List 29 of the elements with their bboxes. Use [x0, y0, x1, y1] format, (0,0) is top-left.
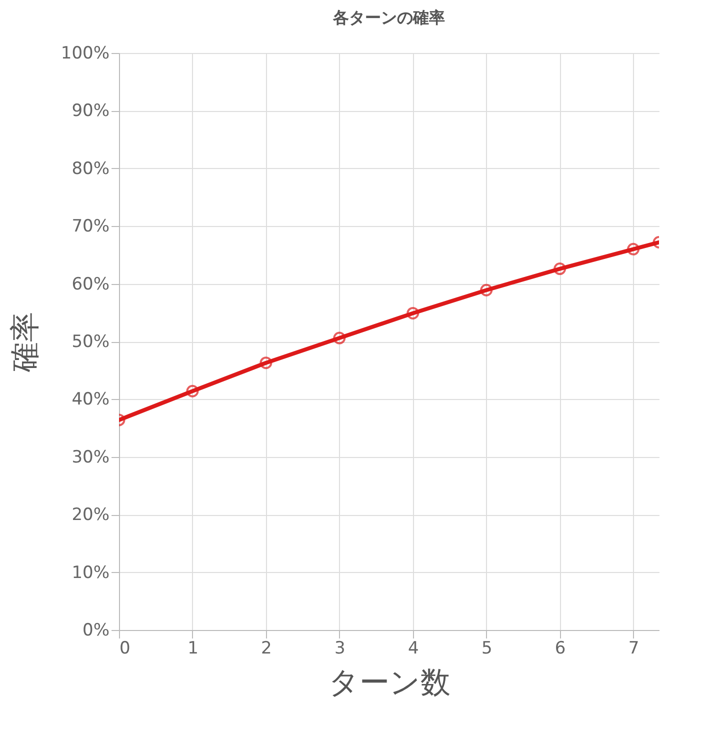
y-tick-label: 60%: [72, 274, 110, 294]
y-tick-label: 100%: [60, 44, 110, 64]
point: [406, 306, 420, 320]
point: [186, 384, 199, 398]
point: [554, 262, 566, 276]
point: [627, 242, 640, 256]
y-tick-label: 20%: [72, 505, 110, 526]
y-axis-title: 確率: [8, 312, 43, 373]
x-tick-label: 7: [628, 638, 640, 658]
point: [480, 284, 493, 296]
point: [333, 332, 346, 344]
y-tick-label: 80%: [72, 158, 110, 179]
x-tick-label: 0: [120, 638, 130, 658]
y-tick-label: 0%: [82, 620, 110, 640]
x-tick-label: 3: [334, 638, 346, 658]
y-tick-label: 90%: [72, 101, 110, 122]
point: [260, 356, 272, 370]
y-tick-label: 50%: [72, 332, 110, 352]
y-tick-label: 40%: [72, 390, 110, 410]
y-tick-label: 10%: [72, 562, 110, 583]
y-tick-label: 30%: [72, 447, 110, 468]
x-tick-label: 2: [261, 638, 272, 658]
x-tick-label: 4: [408, 638, 419, 658]
x-tick-label: 5: [481, 638, 492, 658]
y-tick-label: 70%: [72, 216, 110, 237]
x-tick-label: 6: [554, 638, 566, 658]
x-tick-label: 1: [188, 638, 198, 658]
x-axis-title: ターン数: [328, 666, 450, 700]
chart-title: 各ターンの確率: [332, 8, 445, 27]
